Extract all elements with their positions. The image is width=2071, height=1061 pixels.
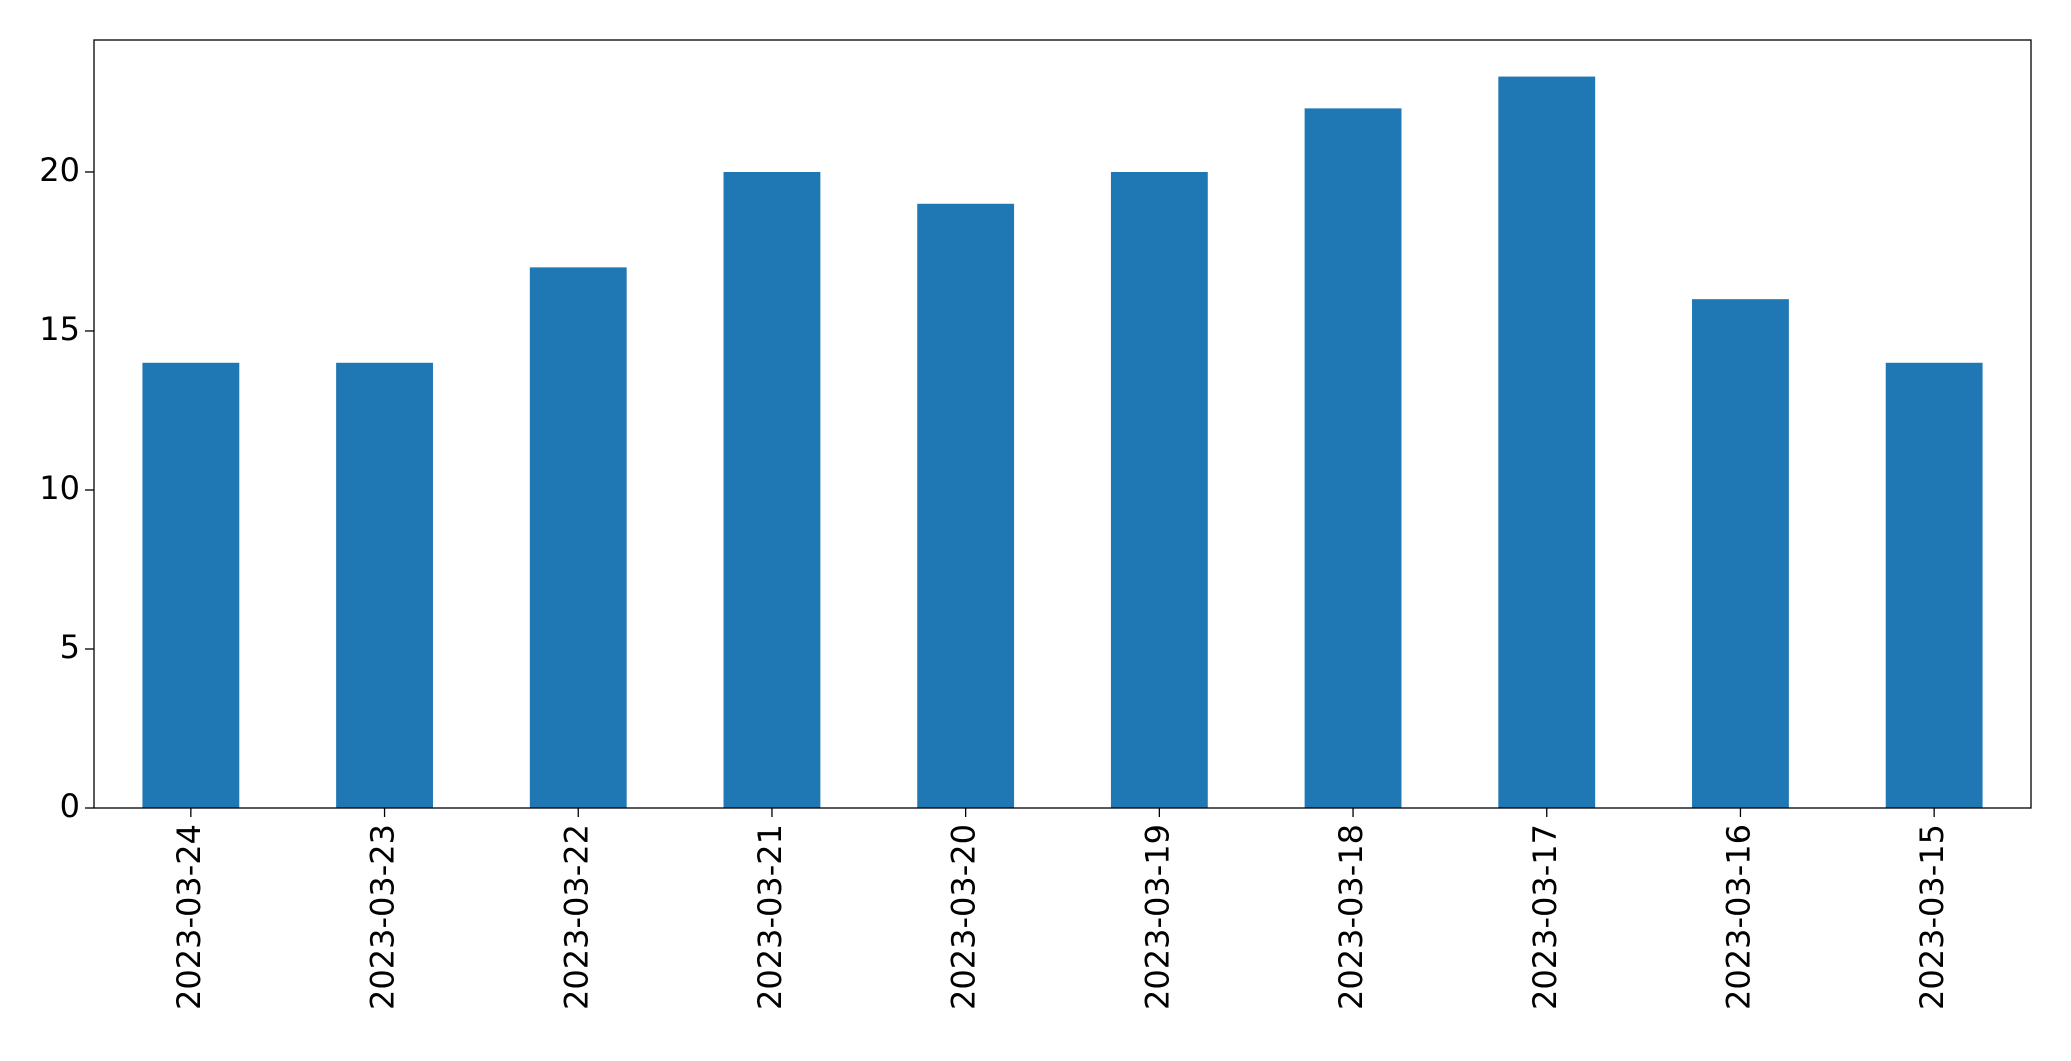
- bar: [529, 267, 627, 808]
- bar: [142, 362, 240, 808]
- x-tick-label: 2023-03-23: [364, 824, 402, 1010]
- x-tick-label: 2023-03-20: [945, 824, 983, 1010]
- x-tick-label: 2023-03-21: [751, 824, 789, 1010]
- x-tick-label: 2023-03-16: [1719, 824, 1757, 1010]
- x-tick-label: 2023-03-17: [1526, 824, 1564, 1010]
- bar: [1110, 171, 1208, 808]
- x-tick-label: 2023-03-18: [1332, 824, 1370, 1010]
- x-tick-label: 2023-03-24: [170, 824, 208, 1010]
- y-tick-label: 15: [39, 310, 80, 348]
- bar: [1692, 299, 1789, 808]
- bar: [336, 362, 433, 808]
- x-tick-label: 2023-03-22: [557, 824, 595, 1010]
- x-tick-label: 2023-03-19: [1138, 824, 1176, 1010]
- y-tick-label: 0: [60, 787, 80, 825]
- y-tick-label: 20: [39, 151, 80, 189]
- y-tick-label: 10: [39, 469, 80, 507]
- plot-frame: [93, 39, 2032, 809]
- y-tick-label: 5: [60, 628, 80, 666]
- bar: [1885, 362, 1983, 808]
- bar: [723, 171, 821, 808]
- bar: [1498, 76, 1596, 809]
- x-tick-label: 2023-03-15: [1913, 824, 1951, 1010]
- bar: [1304, 108, 1402, 808]
- bar: [917, 203, 1015, 809]
